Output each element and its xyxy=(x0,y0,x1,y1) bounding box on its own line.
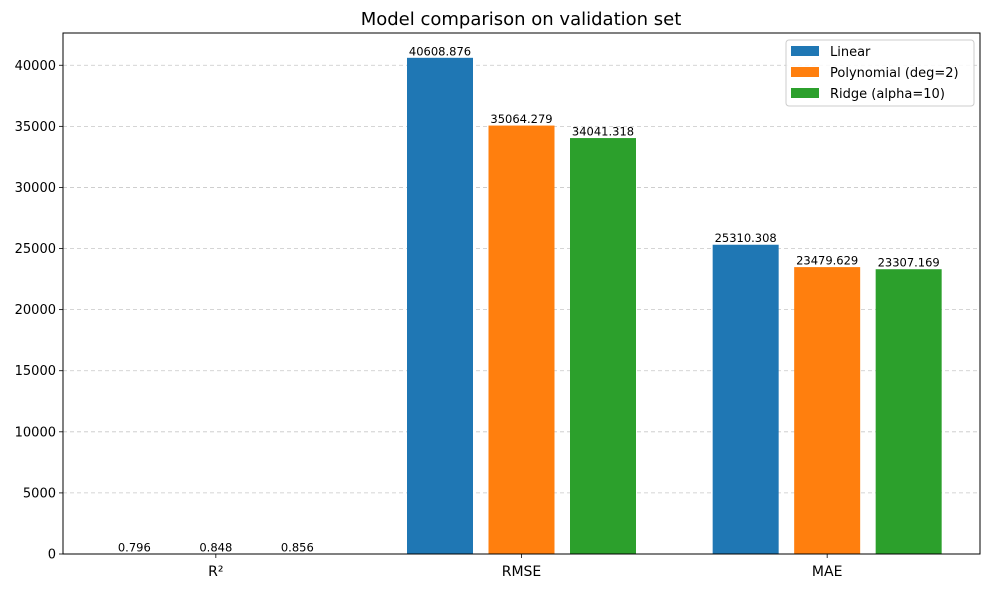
xtick-label-1: RMSE xyxy=(502,564,542,580)
ytick-label-2: 10000 xyxy=(15,425,56,440)
bar-2-0 xyxy=(712,244,779,554)
bar-value-label-0-0: 0.796 xyxy=(118,540,151,554)
ytick-label-7: 35000 xyxy=(15,120,56,135)
bar-value-label-1-2: 34041.318 xyxy=(572,125,634,139)
legend-box xyxy=(785,39,975,107)
legend-label-0: Linear xyxy=(830,45,871,60)
bar-value-label-2-1: 23479.629 xyxy=(796,254,858,268)
bars xyxy=(101,57,942,554)
ytick-label-3: 15000 xyxy=(15,364,56,379)
bar-2-1 xyxy=(794,267,861,554)
legend-label-1: Polynomial (deg=2) xyxy=(830,66,959,81)
legend-label-2: Ridge (alpha=10) xyxy=(830,87,945,102)
ytick-label-1: 5000 xyxy=(23,486,56,501)
ytick-label-0: 0 xyxy=(48,548,56,563)
chart-title: Model comparison on validation set xyxy=(361,9,682,30)
legend-swatch-2 xyxy=(791,88,819,98)
bar-value-label-1-1: 35064.279 xyxy=(490,112,552,126)
value-labels: 0.796 0.848 0.856 40608.876 35064.279 34041.3… xyxy=(118,44,940,554)
ytick-label-4: 20000 xyxy=(15,303,56,318)
legend-swatch-0 xyxy=(791,46,819,56)
bar-value-label-2-2: 23307.169 xyxy=(878,256,940,270)
legend-swatch-1 xyxy=(791,67,819,77)
xtick-label-2: MAE xyxy=(812,564,843,580)
bar-value-label-1-0: 40608.876 xyxy=(409,44,471,58)
legend: Linear Polynomial (deg=2) Ridge (alpha=10) xyxy=(785,39,975,107)
axes: 0 5000 10000 15000 20000 25000 30000 35000 40000… xyxy=(15,32,981,580)
bar-1-2 xyxy=(570,138,636,554)
bar-value-label-0-1: 0.848 xyxy=(199,540,232,554)
ytick-label-5: 25000 xyxy=(15,242,56,257)
bar-1-1 xyxy=(488,125,555,554)
bar-value-label-0-2: 0.856 xyxy=(281,540,314,554)
ytick-label-8: 40000 xyxy=(15,59,56,74)
plot-frame xyxy=(62,32,981,555)
bar-2-2 xyxy=(875,269,942,554)
ytick-label-6: 30000 xyxy=(15,181,56,196)
bar-1-0 xyxy=(407,57,473,554)
xtick-label-0: R² xyxy=(208,564,223,580)
bar-value-label-2-0: 25310.308 xyxy=(715,231,777,245)
